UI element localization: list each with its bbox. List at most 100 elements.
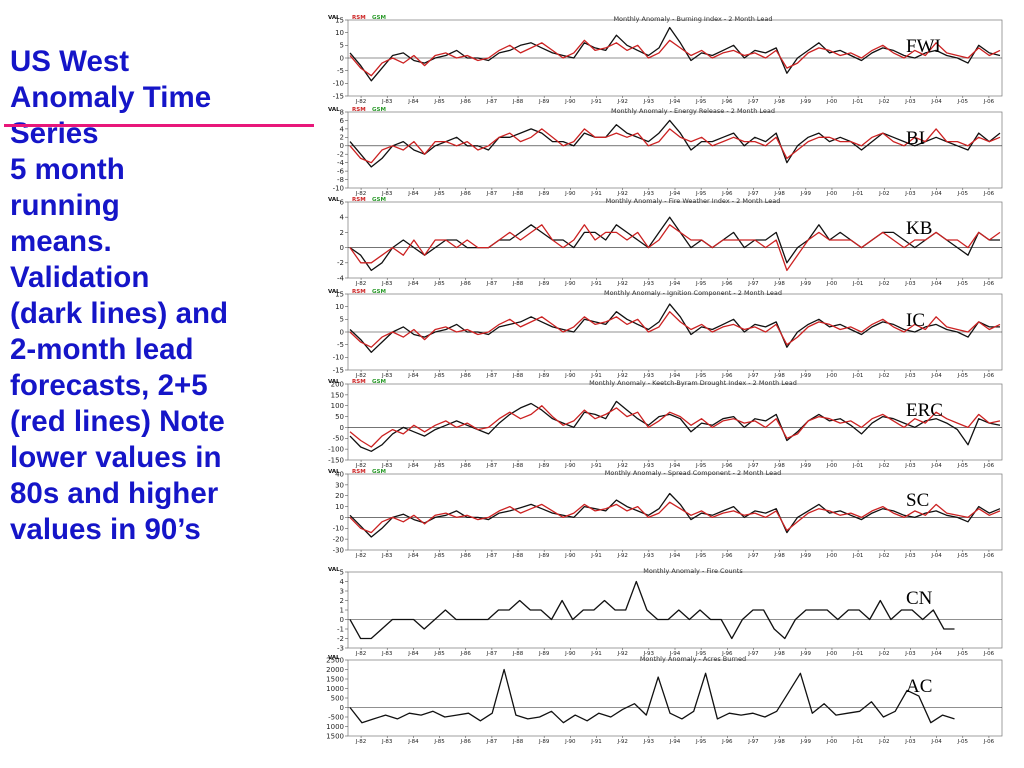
y-tick-label: -2 — [337, 151, 344, 159]
x-tick-label: J-02 — [878, 553, 889, 559]
y-tick-label: -1 — [337, 625, 344, 633]
x-tick-label: J-99 — [800, 739, 812, 745]
y-tick-label: -5 — [337, 67, 344, 75]
x-tick-label: J-00 — [826, 463, 838, 469]
forecast-series-line — [349, 311, 1001, 348]
y-tick-label: 500 — [331, 694, 344, 702]
plot-title: Monthly Anomaly - Burning Index - 2 Mont… — [613, 15, 772, 23]
x-tick-label: J-06 — [983, 739, 995, 745]
x-tick-label: J-03 — [904, 373, 916, 379]
y-tick-label: -4 — [337, 159, 345, 167]
x-tick-label: J-03 — [904, 739, 916, 745]
x-tick-label: J-94 — [669, 651, 681, 657]
x-tick-label: J-95 — [695, 651, 707, 657]
description-line: forecasts, 2+5 — [10, 369, 208, 402]
x-tick-label: J-04 — [930, 553, 942, 559]
x-tick-label: J-91 — [590, 373, 601, 379]
x-tick-label: J-87 — [486, 553, 498, 559]
x-tick-label: J-85 — [433, 739, 445, 745]
x-tick-label: J-82 — [355, 739, 366, 745]
legend-rsm: RSM — [352, 107, 366, 113]
title-underline — [4, 124, 314, 127]
x-tick-label: J-96 — [721, 191, 733, 197]
validation-series-line — [349, 400, 1001, 452]
x-tick-label: J-96 — [721, 373, 733, 379]
legend-gsm: GSM — [372, 289, 386, 295]
forecast-series-line — [349, 405, 1001, 448]
legend-gsm: GSM — [372, 469, 386, 475]
x-tick-label: J-95 — [695, 281, 707, 287]
legend-gsm: GSM — [372, 107, 386, 113]
x-tick-label: J-83 — [381, 739, 393, 745]
x-tick-label: J-86 — [460, 281, 472, 287]
y-tick-label: -10 — [333, 80, 344, 88]
x-tick-label: J-05 — [957, 191, 969, 197]
x-tick-label: J-85 — [433, 281, 445, 287]
x-tick-label: J-83 — [381, 281, 393, 287]
x-tick-label: J-86 — [460, 373, 472, 379]
y-tick-label: 2000 — [326, 666, 344, 674]
x-tick-label: J-99 — [800, 553, 812, 559]
plot-frame — [347, 571, 1003, 649]
x-tick-label: J-84 — [407, 463, 419, 469]
x-tick-label: J-92 — [616, 191, 627, 197]
panel-label: AC — [906, 676, 932, 697]
y-tick-label: -20 — [333, 536, 344, 544]
x-tick-label: J-01 — [852, 553, 863, 559]
x-tick-label: J-89 — [538, 99, 550, 105]
y-tick-label: -3 — [337, 644, 344, 652]
y-tick-label: -2 — [337, 259, 344, 267]
x-tick-label: J-03 — [904, 553, 916, 559]
y-tick-label: 0 — [340, 424, 344, 432]
x-tick-label: J-84 — [407, 373, 419, 379]
legend-val: VAL — [328, 197, 340, 203]
x-tick-label: J-89 — [538, 651, 550, 657]
x-tick-label: J-84 — [407, 553, 419, 559]
plot-frame — [347, 111, 1003, 189]
y-tick-label: 0 — [340, 616, 344, 624]
legend-val: VAL — [328, 107, 340, 113]
x-tick-label: J-98 — [773, 553, 785, 559]
y-tick-label: -500 — [328, 713, 344, 721]
x-tick-label: J-00 — [826, 651, 838, 657]
x-tick-label: J-92 — [616, 373, 627, 379]
x-tick-label: J-02 — [878, 651, 889, 657]
x-tick-label: J-94 — [669, 373, 681, 379]
x-tick-label: J-03 — [904, 191, 916, 197]
x-tick-label: J-94 — [669, 739, 681, 745]
y-tick-label: -50 — [333, 435, 344, 443]
x-tick-label: J-89 — [538, 739, 550, 745]
x-tick-label: J-96 — [721, 651, 733, 657]
y-tick-label: 0 — [340, 328, 344, 336]
legend-val: VAL — [328, 567, 340, 573]
plot-title: Monthly Anomaly - Spread Component - 2 M… — [605, 469, 782, 477]
forecast-series-line — [349, 501, 1001, 534]
x-tick-label: J-82 — [355, 463, 366, 469]
validation-series-line — [349, 492, 1001, 538]
y-tick-label: -30 — [333, 546, 344, 554]
y-tick-label: 5 — [340, 42, 344, 50]
validation-series-line — [349, 303, 1000, 353]
x-tick-label: J-86 — [460, 463, 472, 469]
plot-frame — [347, 473, 1003, 551]
x-tick-label: J-00 — [826, 553, 838, 559]
x-tick-label: J-94 — [669, 281, 681, 287]
x-tick-label: J-05 — [957, 463, 969, 469]
x-tick-label: J-02 — [878, 99, 889, 105]
y-tick-label: 30 — [335, 481, 344, 489]
x-tick-label: J-01 — [852, 651, 863, 657]
x-tick-label: J-86 — [460, 739, 472, 745]
y-tick-label: 5 — [340, 316, 344, 324]
y-tick-label: 8 — [340, 108, 344, 116]
y-tick-label: -6 — [337, 168, 345, 176]
x-tick-label: J-01 — [852, 739, 863, 745]
x-tick-label: J-99 — [800, 99, 812, 105]
x-tick-label: J-98 — [773, 281, 785, 287]
x-tick-label: J-85 — [433, 99, 445, 105]
y-tick-label: 6 — [340, 198, 345, 206]
x-tick-label: J-06 — [983, 99, 995, 105]
plot-title: Monthly Anomaly - Fire Weather Index - 2… — [606, 197, 781, 205]
y-tick-label: -1500 — [326, 732, 344, 740]
x-tick-label: J-82 — [355, 99, 366, 105]
y-tick-label: 50 — [335, 413, 344, 421]
